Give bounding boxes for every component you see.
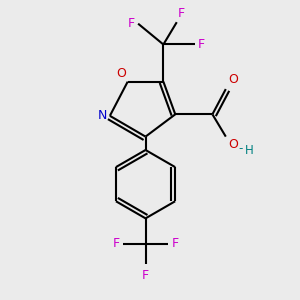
- Text: F: F: [142, 269, 149, 282]
- Text: F: F: [198, 38, 205, 51]
- Text: N: N: [98, 109, 107, 122]
- Text: H: H: [245, 144, 254, 157]
- Text: O: O: [228, 138, 238, 151]
- Text: O: O: [228, 73, 238, 85]
- Text: F: F: [128, 17, 134, 30]
- Text: F: F: [178, 7, 185, 20]
- Text: -: -: [238, 142, 243, 155]
- Text: F: F: [112, 237, 120, 250]
- Text: F: F: [171, 237, 178, 250]
- Text: O: O: [116, 67, 126, 80]
